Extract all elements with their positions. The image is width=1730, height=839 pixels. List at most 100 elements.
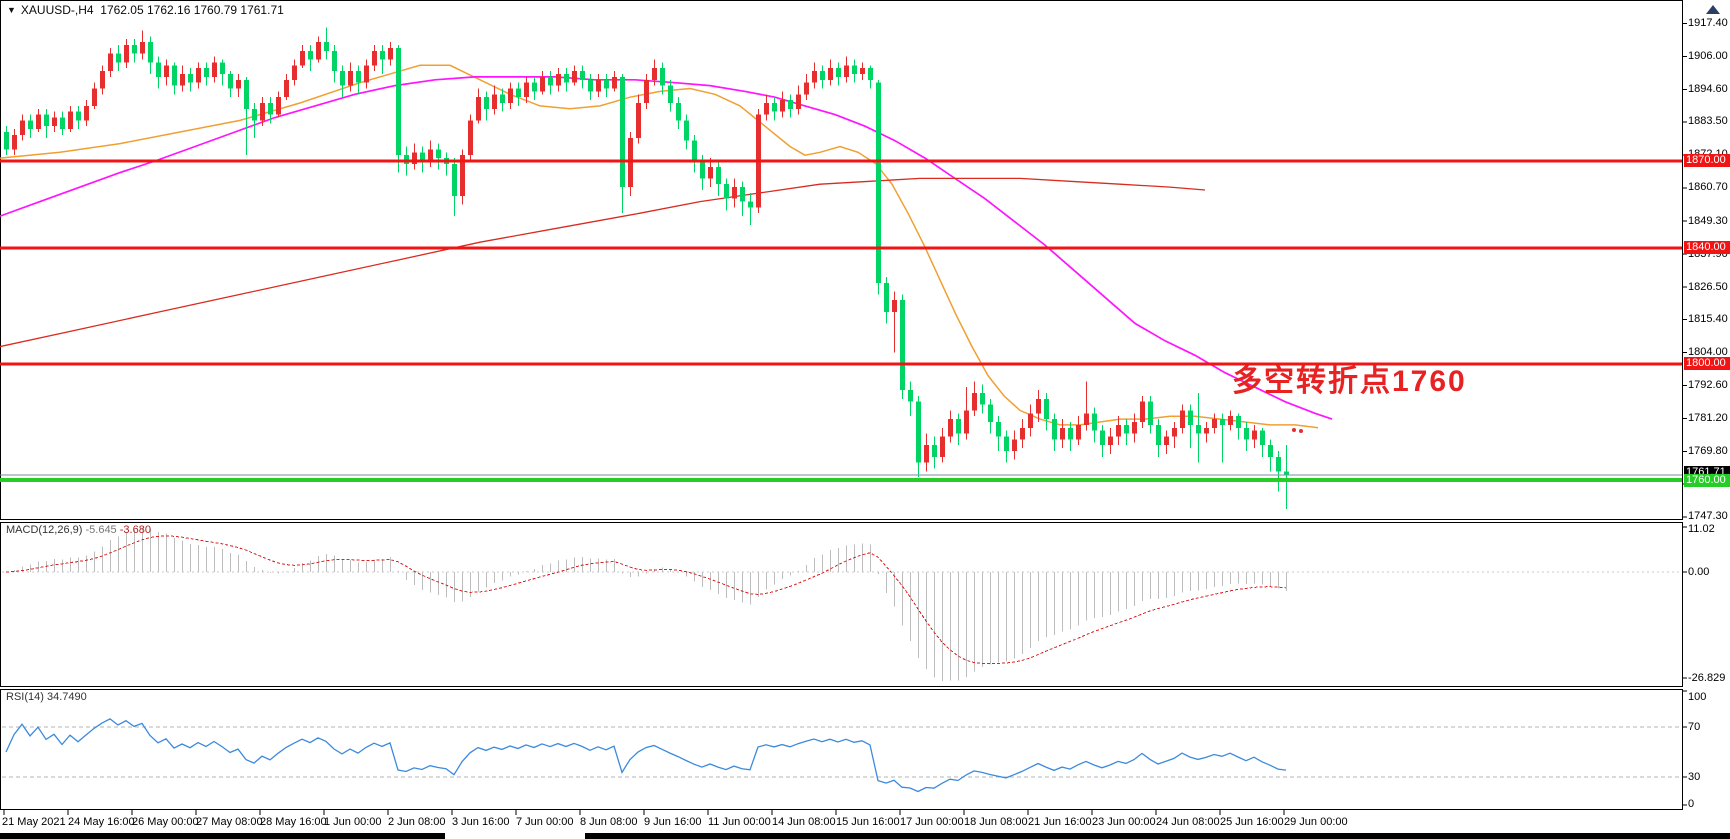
resistance-level-badge[interactable]: 1800.00 [1684,357,1730,370]
candle-bullish [804,82,809,95]
candle-bearish [852,65,857,74]
candle-bearish [1236,416,1241,428]
candle-bearish [1196,424,1201,434]
rsi-indicator-label: RSI(14) 34.7490 [6,691,87,703]
resistance-level-badge[interactable]: 1840.00 [1684,241,1730,254]
candle-bullish [164,65,169,77]
rsi-value: 34.7490 [46,691,87,703]
candle-bullish [212,62,217,77]
price-levels-layer [0,159,1682,482]
price-axis-label: 1804.00 [1688,345,1728,358]
candle-bearish [1068,427,1073,440]
price-axis-label: 1849.30 [1688,214,1728,227]
candle-bearish [740,187,745,202]
rsi-axis-100: 100 [1688,691,1707,703]
candle-bearish [268,103,273,115]
macd-layer [2,527,1680,681]
candle-bearish [148,42,153,63]
candle-bearish [1100,430,1105,446]
candle-bearish [876,82,881,283]
rsi-name: RSI(14) [6,691,44,703]
time-axis-label: 15 Jun 16:00 [836,816,900,828]
candle-bearish [580,71,585,80]
candle-bullish [844,65,849,77]
macd-axis-max: 11.02 [1688,523,1715,535]
candle-bullish [1172,427,1177,437]
candle-bullish [12,134,17,150]
candle-bearish [660,68,665,86]
candle-bearish [132,45,137,54]
macd-indicator-panel[interactable] [0,522,1683,687]
candle-bullish [1204,427,1209,434]
candle-bearish [900,300,905,391]
candle-bullish [612,76,617,89]
ohlc-dropdown-icon[interactable]: ▼ [7,5,16,15]
candle-bearish [684,120,689,141]
candle-bullish [492,94,497,109]
rsi-indicator-panel[interactable] [0,689,1683,810]
candle-bullish [812,71,817,83]
candle-bullish [412,152,417,164]
candle-bearish [676,103,681,121]
candle-bullish [636,103,641,138]
annotation-text: 多空转折点1760 [1232,365,1467,398]
macd-signal-line [5,535,1287,665]
main-chart-panel[interactable] [0,0,1683,520]
candle-bullish [1012,439,1017,451]
macd-axis-zero: 0.00 [1688,566,1710,578]
time-axis-label: 21 Jun 16:00 [1028,816,1092,828]
time-axis-label: 26 May 00:00 [132,816,199,828]
time-axis-label: 8 Jun 08:00 [580,816,638,828]
candle-bullish [1084,413,1089,425]
panel-separator[interactable] [0,520,1683,522]
price-axis-label: 1781.20 [1688,412,1728,425]
price-axis-label: 1894.60 [1688,83,1728,96]
candle-bearish [484,97,489,109]
candle-bearish [564,74,569,83]
chart-scroll-arrow-icon[interactable] [1706,5,1720,14]
time-axis-label: 25 Jun 16:00 [1220,816,1284,828]
candle-bearish [516,88,521,98]
candle-bullish [860,68,865,74]
candle-bearish [204,68,209,77]
candle-bullish [140,42,145,54]
candle-bullish [284,79,289,98]
candle-bearish [956,419,961,434]
candle-bearish [1004,436,1009,451]
candle-bullish [236,79,241,89]
resistance-level-badge[interactable]: 1870.00 [1684,154,1730,167]
candle-bearish [452,163,457,196]
support-level-badge[interactable]: 1760.00 [1684,474,1730,487]
candle-bullish [388,47,393,60]
bottom-bar-segment [0,833,445,839]
symbol-timeframe-label: XAUUSD-,H4 [20,3,94,17]
panel-separator[interactable] [0,687,1683,689]
candle-bullish [1132,422,1137,434]
candle-bearish [308,50,313,60]
candle-bullish [972,393,977,411]
candle-bullish [652,68,657,80]
time-axis-label: 14 Jun 08:00 [772,816,836,828]
time-axis-label: 18 Jun 08:00 [964,816,1028,828]
candle-bullish [20,120,25,135]
candle-bearish [1244,427,1249,440]
candle-bearish [1268,445,1273,457]
candle-bullish [764,103,769,115]
slow-ma [0,177,1206,348]
candle-bearish [172,65,177,86]
time-axis-label: 17 Jun 00:00 [900,816,964,828]
candle-bearish [1092,413,1097,431]
candle-bullish [1140,401,1145,422]
candle-bullish [1252,430,1257,440]
rsi-line [5,718,1287,793]
candle-bullish [460,155,465,196]
candle-bullish [364,65,369,83]
candle-bullish [108,53,113,72]
candle-bullish [348,71,353,86]
candle-bullish [372,50,377,66]
candle-bullish [948,419,953,437]
candle-bearish [1052,419,1057,440]
candle-bullish [572,71,577,83]
price-axis-label: 1826.50 [1688,280,1728,293]
